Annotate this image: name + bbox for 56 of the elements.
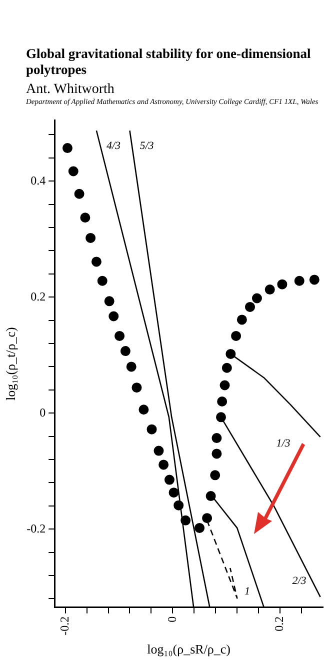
x-tick-label: -0.2	[57, 616, 72, 636]
point	[91, 256, 102, 267]
point	[114, 330, 125, 341]
point	[104, 296, 114, 306]
point	[309, 274, 320, 285]
point	[108, 311, 119, 322]
point	[68, 166, 78, 176]
point	[206, 491, 216, 502]
point	[202, 513, 212, 524]
point	[126, 362, 136, 372]
chart-title: Global gravitational stability for one-dimensional polytropes	[26, 46, 312, 78]
point	[138, 404, 149, 415]
point	[120, 346, 130, 356]
point	[132, 382, 142, 393]
point	[277, 279, 288, 290]
point	[74, 188, 84, 199]
point	[222, 362, 232, 373]
point	[244, 302, 255, 312]
point	[216, 412, 226, 422]
point	[158, 460, 169, 470]
point	[212, 433, 222, 444]
point	[62, 143, 72, 154]
chart-subtitle: Ant. Whitworth	[26, 82, 114, 98]
point	[80, 212, 90, 223]
point	[146, 424, 157, 434]
point	[217, 396, 228, 407]
x-tick-label: 0	[164, 616, 179, 622]
point	[264, 284, 275, 295]
point	[168, 488, 179, 498]
y-axis-title: log₁₀(ρ_t/ρ_c)	[3, 327, 18, 400]
point	[226, 348, 236, 359]
point	[97, 276, 108, 286]
text: 1/3	[276, 437, 291, 450]
y-tick-label: 0.4	[30, 173, 46, 188]
y-tick-label: 0.2	[30, 289, 46, 304]
series-label: 2/3	[292, 574, 307, 587]
point	[252, 293, 262, 304]
point	[174, 500, 184, 510]
point	[86, 232, 96, 243]
point	[294, 276, 304, 286]
point	[231, 330, 242, 341]
point	[236, 314, 247, 325]
series-label: 4/3	[106, 140, 122, 152]
x-tick-label: 0.2	[272, 616, 286, 632]
point	[212, 448, 222, 459]
y-tick-label: -0.2	[26, 521, 46, 536]
point	[194, 522, 205, 533]
y-tick-label: 0	[40, 405, 46, 420]
point	[220, 380, 230, 390]
series-label: 5/3	[140, 140, 154, 152]
series-label: 1	[244, 585, 250, 598]
x-axis-title: log₁₀(ρ_sR/ρ_c)	[147, 642, 231, 657]
point	[210, 470, 220, 480]
point	[180, 515, 191, 526]
point	[154, 446, 164, 456]
point	[164, 474, 174, 485]
